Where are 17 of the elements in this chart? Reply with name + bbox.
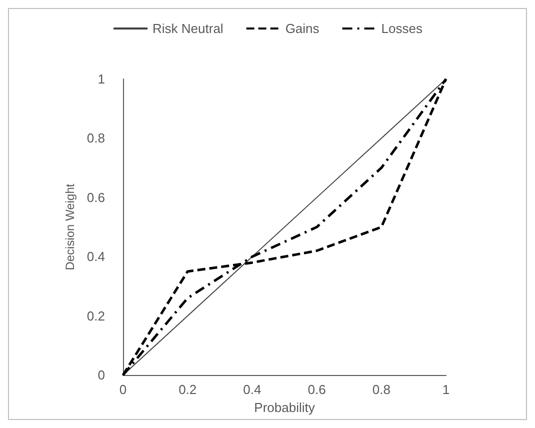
y-tick-label: 0 (98, 368, 105, 383)
x-tick-label: 0.8 (372, 382, 390, 398)
legend-label: Gains (285, 21, 320, 36)
legend-label: Losses (381, 21, 423, 36)
y-axis-title: Decision Weight (63, 183, 78, 270)
x-tick-label: 1 (442, 382, 450, 398)
x-tick-label: 0.6 (308, 382, 326, 398)
y-tick-label: 0.2 (86, 308, 105, 324)
y-tick-label: 0.6 (86, 190, 105, 205)
y-tick-label: 0.8 (86, 130, 105, 146)
x-tick-label: 0 (119, 382, 127, 398)
legend-label: Risk Neutral (152, 21, 224, 36)
x-axis-title: Probability (254, 400, 316, 415)
y-tick-label: 0.4 (86, 249, 105, 264)
y-tick-label: 1 (98, 72, 105, 86)
x-tick-label: 0.2 (178, 382, 197, 398)
x-tick-label: 0.4 (243, 382, 262, 398)
